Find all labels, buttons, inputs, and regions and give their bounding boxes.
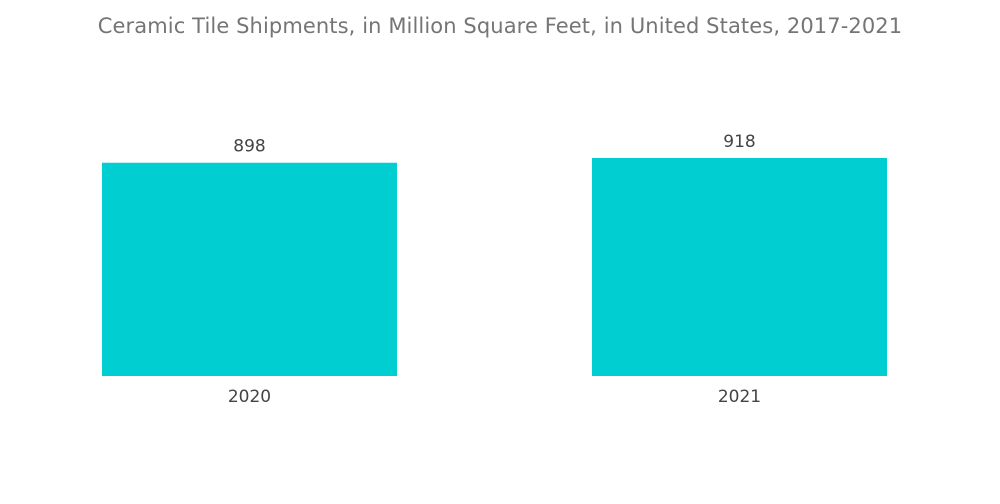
value-labels-group: 898 918	[233, 132, 755, 157]
x-axis-ticks-group: 2020 2021	[228, 387, 761, 407]
x-tick-label-2021: 2021	[718, 387, 761, 407]
bars-group	[102, 158, 887, 376]
bar-2020	[102, 162, 397, 376]
value-label-2020: 898	[233, 137, 265, 157]
value-label-2021: 918	[723, 132, 755, 152]
x-tick-label-2020: 2020	[228, 387, 271, 407]
bar-2021	[592, 158, 887, 376]
chart-title: Ceramic Tile Shipments, in Million Squar…	[97, 14, 903, 38]
